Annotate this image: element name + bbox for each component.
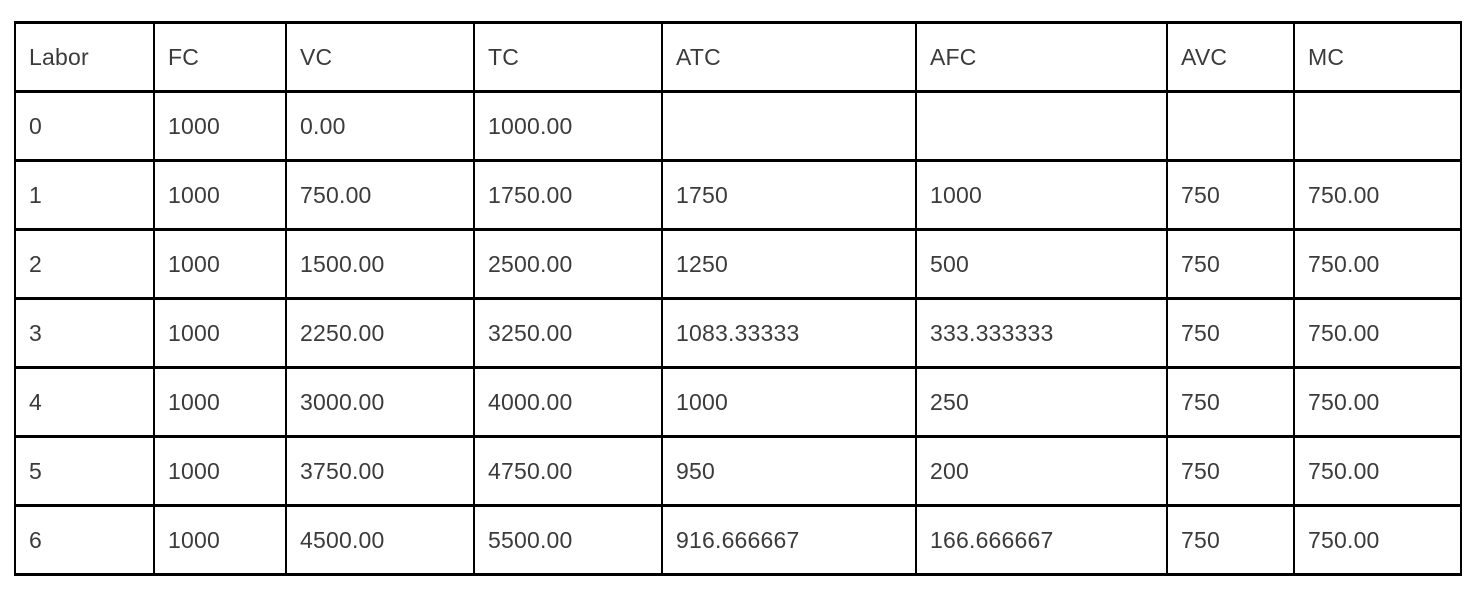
cell-fc: 1000 [153, 366, 287, 438]
column-header-afc: AFC [915, 21, 1168, 93]
table-row: 0 1000 0.00 1000.00 [14, 90, 1462, 162]
cell-atc: 950 [661, 435, 917, 507]
table-row: 6 1000 4500.00 5500.00 916.666667 166.66… [14, 504, 1462, 576]
cell-tc: 1000.00 [473, 90, 663, 162]
cell-vc: 1500.00 [285, 228, 475, 300]
cell-fc: 1000 [153, 435, 287, 507]
cell-tc: 1750.00 [473, 159, 663, 231]
cell-avc: 750 [1166, 297, 1295, 369]
cell-vc: 4500.00 [285, 504, 475, 576]
cell-mc: 750.00 [1293, 504, 1462, 576]
cell-mc: 750.00 [1293, 159, 1462, 231]
cell-atc: 1750 [661, 159, 917, 231]
table-row: 2 1000 1500.00 2500.00 1250 500 750 750.… [14, 228, 1462, 300]
cell-tc: 3250.00 [473, 297, 663, 369]
table-row: 3 1000 2250.00 3250.00 1083.33333 333.33… [14, 297, 1462, 369]
cell-afc: 200 [915, 435, 1168, 507]
cell-labor: 6 [14, 504, 155, 576]
cell-atc: 916.666667 [661, 504, 917, 576]
cell-afc: 333.333333 [915, 297, 1168, 369]
cell-atc: 1000 [661, 366, 917, 438]
column-header-fc: FC [153, 21, 287, 93]
cell-mc: 750.00 [1293, 228, 1462, 300]
cell-labor: 1 [14, 159, 155, 231]
cell-fc: 1000 [153, 228, 287, 300]
cell-mc [1293, 90, 1462, 162]
cell-vc: 0.00 [285, 90, 475, 162]
table-row: 5 1000 3750.00 4750.00 950 200 750 750.0… [14, 435, 1462, 507]
cell-fc: 1000 [153, 297, 287, 369]
cell-avc: 750 [1166, 366, 1295, 438]
cell-mc: 750.00 [1293, 297, 1462, 369]
column-header-vc: VC [285, 21, 475, 93]
table-header-row: Labor FC VC TC ATC AFC AVC MC [14, 21, 1462, 93]
cell-afc: 166.666667 [915, 504, 1168, 576]
cell-tc: 5500.00 [473, 504, 663, 576]
cell-tc: 4750.00 [473, 435, 663, 507]
cell-labor: 2 [14, 228, 155, 300]
cost-table: Labor FC VC TC ATC AFC AVC MC 0 1000 0.0… [14, 21, 1462, 576]
cell-avc: 750 [1166, 228, 1295, 300]
cell-tc: 4000.00 [473, 366, 663, 438]
cell-labor: 3 [14, 297, 155, 369]
table-row: 1 1000 750.00 1750.00 1750 1000 750 750.… [14, 159, 1462, 231]
table-row: 4 1000 3000.00 4000.00 1000 250 750 750.… [14, 366, 1462, 438]
column-header-atc: ATC [661, 21, 917, 93]
cell-fc: 1000 [153, 90, 287, 162]
table-container: Labor FC VC TC ATC AFC AVC MC 0 1000 0.0… [14, 21, 1462, 576]
cell-avc: 750 [1166, 504, 1295, 576]
column-header-labor: Labor [14, 21, 155, 93]
cell-vc: 3750.00 [285, 435, 475, 507]
cell-mc: 750.00 [1293, 366, 1462, 438]
cell-atc: 1250 [661, 228, 917, 300]
cell-vc: 3000.00 [285, 366, 475, 438]
cell-atc: 1083.33333 [661, 297, 917, 369]
cell-labor: 4 [14, 366, 155, 438]
cell-fc: 1000 [153, 159, 287, 231]
cell-afc: 1000 [915, 159, 1168, 231]
cell-afc: 250 [915, 366, 1168, 438]
cell-afc [915, 90, 1168, 162]
cell-avc: 750 [1166, 159, 1295, 231]
column-header-mc: MC [1293, 21, 1462, 93]
column-header-tc: TC [473, 21, 663, 93]
column-header-avc: AVC [1166, 21, 1295, 93]
cell-avc: 750 [1166, 435, 1295, 507]
cell-atc [661, 90, 917, 162]
cell-vc: 2250.00 [285, 297, 475, 369]
cell-labor: 5 [14, 435, 155, 507]
cell-tc: 2500.00 [473, 228, 663, 300]
cell-mc: 750.00 [1293, 435, 1462, 507]
cell-avc [1166, 90, 1295, 162]
cell-afc: 500 [915, 228, 1168, 300]
cell-vc: 750.00 [285, 159, 475, 231]
cell-labor: 0 [14, 90, 155, 162]
cell-fc: 1000 [153, 504, 287, 576]
